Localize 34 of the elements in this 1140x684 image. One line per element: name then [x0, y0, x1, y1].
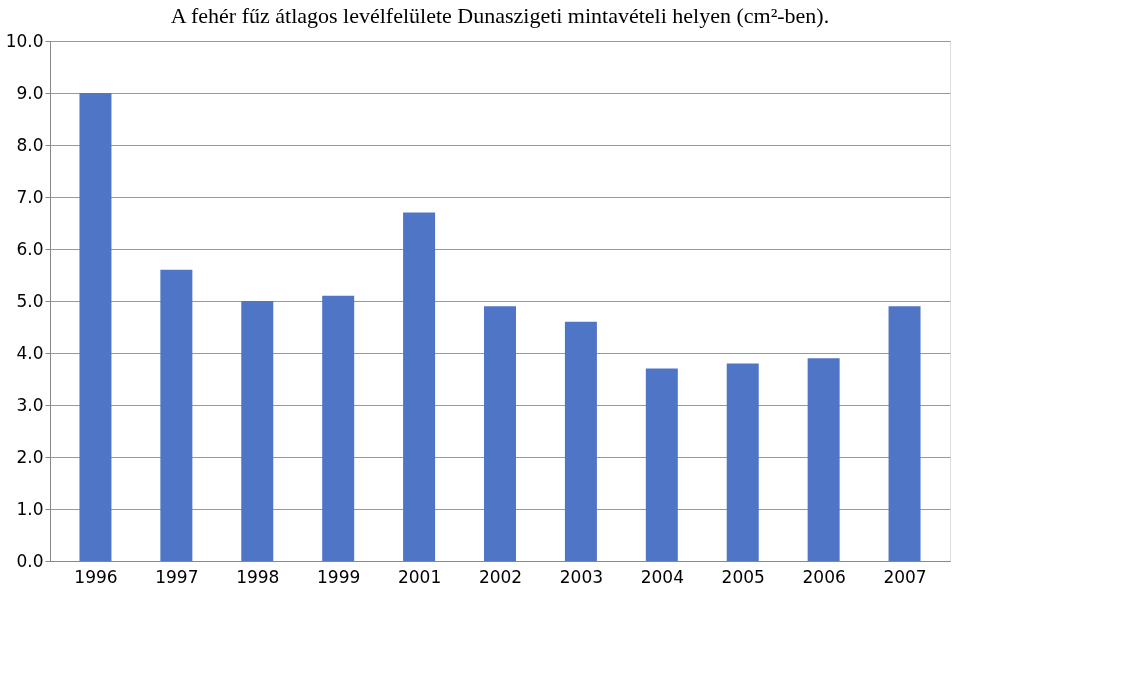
- bar: [726, 363, 759, 561]
- bar: [403, 212, 436, 561]
- bar: [888, 306, 921, 561]
- x-tick-label: 1998: [236, 566, 280, 587]
- bar: [79, 93, 112, 561]
- bar: [564, 321, 597, 561]
- y-tick-label: 9.0: [16, 82, 44, 103]
- bar: [322, 295, 355, 561]
- x-tick-label: 2007: [883, 566, 927, 587]
- x-tick-label: 1996: [74, 566, 118, 587]
- bar: [241, 301, 274, 561]
- y-tick-label: 8.0: [16, 134, 44, 155]
- x-tick-label: 2001: [397, 566, 442, 587]
- y-tick-label: 6.0: [16, 238, 44, 259]
- y-tick-label: 7.0: [16, 186, 44, 207]
- x-tick-label: 1999: [317, 566, 361, 587]
- y-tick-label: 3.0: [16, 394, 44, 415]
- y-tick-label: 10.0: [5, 30, 44, 51]
- y-tick-label: 5.0: [16, 290, 44, 311]
- y-tick-label: 1.0: [16, 498, 44, 519]
- y-tick-label: 0.0: [16, 550, 44, 571]
- bar: [807, 358, 840, 561]
- x-tick-label: 2006: [802, 566, 846, 587]
- x-tick-label: 2003: [559, 566, 604, 587]
- x-tick-label: 2002: [478, 566, 523, 587]
- x-tick-label: 2005: [721, 566, 765, 587]
- y-tick-label: 4.0: [16, 342, 44, 363]
- bar: [160, 269, 193, 561]
- y-tick-label: 2.0: [16, 446, 44, 467]
- x-tick-label: 1997: [155, 566, 199, 587]
- bar: [484, 306, 516, 561]
- x-tick-label: 2004: [640, 566, 684, 587]
- chart-title: A fehér fűz átlagos levélfelülete Dunaszigeti mintavételi helyen (cm²-ben).: [170, 3, 830, 28]
- bar: [645, 368, 678, 561]
